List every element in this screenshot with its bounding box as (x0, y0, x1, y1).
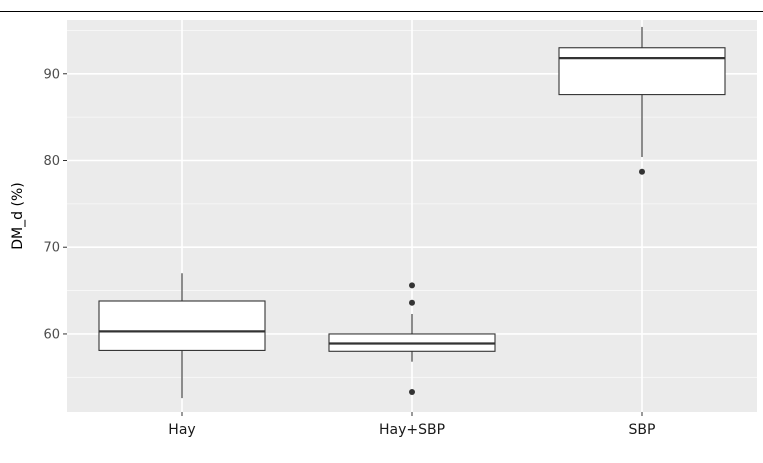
y-tick-label: 70 (43, 241, 60, 256)
x-tick-label: Hay (168, 422, 195, 438)
outlier-point (409, 282, 415, 289)
y-tick-label: 90 (43, 67, 60, 82)
outlier-point (409, 299, 415, 306)
y-axis: 60 70 80 90 (43, 67, 67, 342)
box-hay (98, 273, 266, 399)
outlier-point (639, 168, 645, 175)
box-iqr (558, 47, 726, 96)
boxes-layer (98, 26, 726, 399)
x-tick-label: Hay+SBP (379, 422, 445, 438)
outlier-point (409, 389, 415, 396)
box-hay-sbp (328, 282, 496, 396)
y-tick-label: 80 (43, 154, 60, 169)
y-axis-title: DM_d (%) (10, 182, 26, 249)
x-tick-label: SBP (629, 422, 656, 438)
y-tick-label: 60 (43, 327, 60, 342)
x-axis: Hay Hay+SBP SBP (168, 412, 655, 438)
top-border-line (0, 11, 763, 12)
box-sbp (558, 26, 726, 175)
box-iqr (98, 300, 266, 351)
